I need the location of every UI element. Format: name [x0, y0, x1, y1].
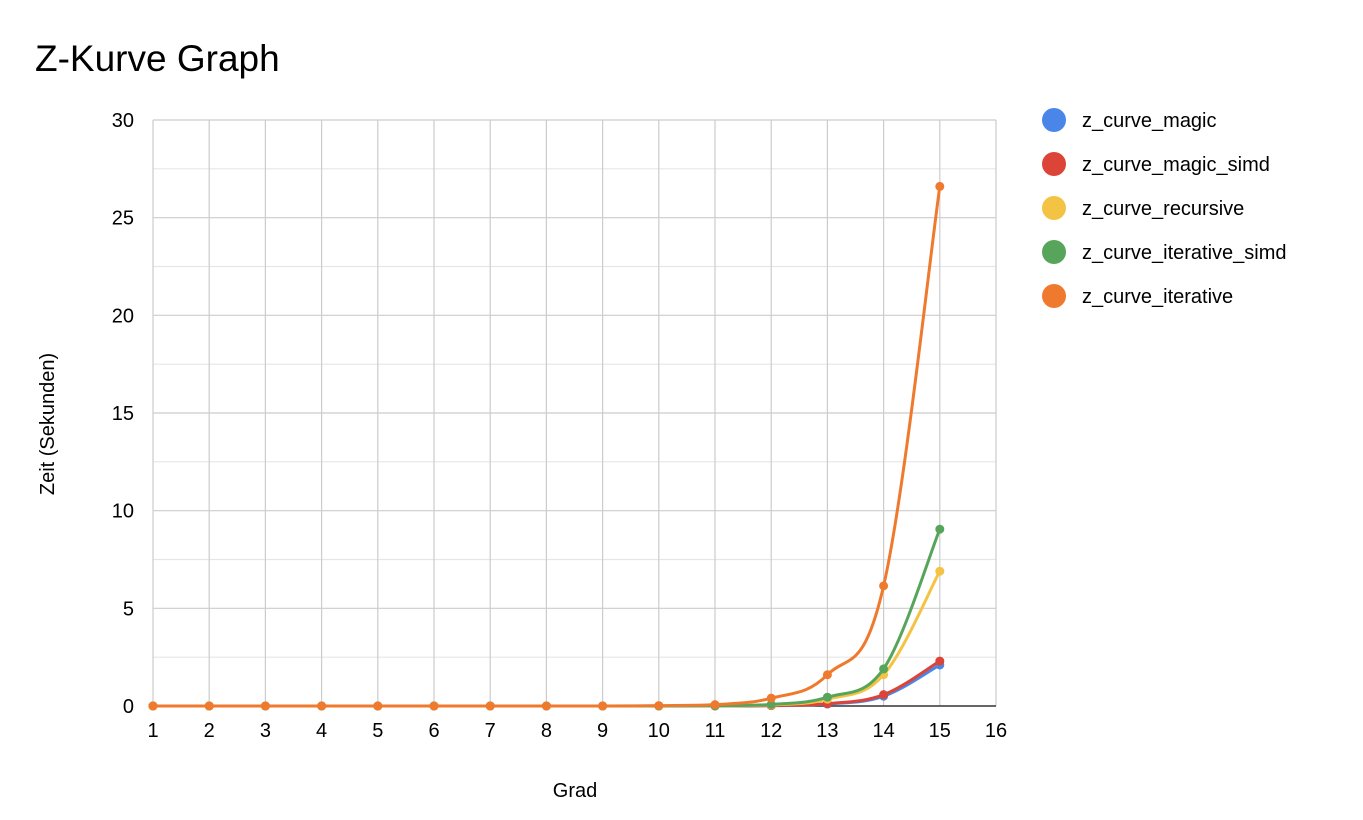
y-axis-ticks: 0 5 10 15 20 25 30 [112, 110, 134, 718]
legend-marker [1042, 108, 1066, 132]
legend-label: z_curve_iterative [1082, 286, 1233, 308]
x-tick-label: 9 [597, 720, 608, 742]
x-tick-label: 4 [316, 720, 327, 742]
x-tick-label: 15 [929, 720, 951, 742]
data-point [317, 701, 327, 711]
x-tick-label: 12 [760, 720, 782, 742]
y-tick-label: 20 [112, 305, 134, 327]
legend-marker [1042, 240, 1066, 264]
data-point [822, 692, 832, 702]
grid [152, 119, 997, 706]
x-tick-label: 13 [816, 720, 838, 742]
data-point [766, 693, 776, 703]
data-point [822, 670, 832, 680]
legend-item: z_curve_magic [1042, 108, 1217, 132]
data-point [260, 701, 270, 711]
y-tick-label: 0 [123, 696, 134, 718]
data-point [879, 581, 889, 591]
legend-item: z_curve_iterative [1042, 284, 1233, 308]
y-tick-label: 30 [112, 110, 134, 132]
legend-item: z_curve_iterative_simd [1042, 240, 1287, 264]
data-point [935, 524, 945, 534]
x-tick-label: 1 [147, 720, 158, 742]
series-group [148, 181, 945, 711]
data-point [148, 701, 158, 711]
x-tick-label: 3 [260, 720, 271, 742]
x-axis-ticks: 1 2 3 4 5 6 7 8 9 10 11 12 13 14 15 16 [147, 720, 1007, 742]
series-z_curve_iterative [148, 181, 945, 711]
legend-label: z_curve_iterative_simd [1082, 242, 1287, 264]
legend-marker [1042, 196, 1066, 220]
data-point [541, 701, 551, 711]
x-tick-label: 14 [872, 720, 894, 742]
data-point [654, 701, 664, 711]
legend: z_curve_magic z_curve_magic_simd z_curve_r… [1042, 108, 1287, 308]
legend-label: z_curve_magic [1082, 110, 1217, 132]
legend-label: z_curve_recursive [1082, 198, 1244, 220]
legend-item: z_curve_recursive [1042, 196, 1244, 220]
data-point [935, 566, 945, 576]
x-tick-label: 7 [485, 720, 496, 742]
legend-item: z_curve_magic_simd [1042, 152, 1270, 176]
y-tick-label: 10 [112, 501, 134, 523]
x-tick-label: 16 [985, 720, 1007, 742]
chart-title: Z-Kurve Graph [35, 38, 280, 79]
y-axis-label: Zeit (Sekunden) [37, 353, 59, 495]
data-point [710, 700, 720, 710]
data-point [204, 701, 214, 711]
data-point [373, 701, 383, 711]
data-point [766, 699, 776, 709]
x-tick-label: 2 [204, 720, 215, 742]
data-point [935, 181, 945, 191]
legend-marker [1042, 284, 1066, 308]
x-axis-label: Grad [553, 780, 597, 802]
data-point [935, 656, 945, 666]
y-tick-label: 25 [112, 208, 134, 230]
legend-marker [1042, 152, 1066, 176]
data-point [598, 701, 608, 711]
x-tick-label: 8 [541, 720, 552, 742]
x-tick-label: 11 [705, 720, 726, 742]
y-tick-label: 5 [123, 598, 134, 620]
y-tick-label: 15 [112, 403, 134, 425]
x-tick-label: 5 [372, 720, 383, 742]
x-tick-label: 6 [428, 720, 439, 742]
legend-label: z_curve_magic_simd [1082, 154, 1270, 176]
data-point [485, 701, 495, 711]
data-point [879, 664, 889, 674]
data-point [429, 701, 439, 711]
x-tick-label: 10 [648, 720, 670, 742]
data-point [879, 690, 889, 700]
